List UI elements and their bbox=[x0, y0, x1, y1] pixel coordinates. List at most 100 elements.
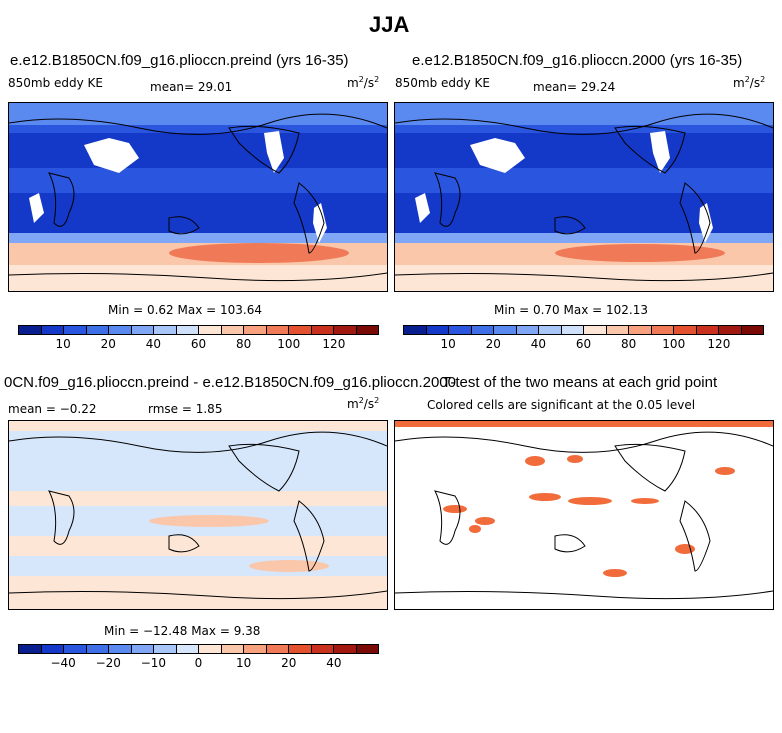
colorbar-segment bbox=[561, 326, 584, 334]
colorbar-segment bbox=[109, 645, 132, 653]
sig-cell bbox=[568, 497, 612, 505]
colorbar-tick-label: −40 bbox=[50, 656, 76, 670]
colorbar-tick-label: −10 bbox=[140, 656, 167, 670]
andes-blank bbox=[313, 203, 327, 243]
colorbar-tick-label: 100 bbox=[277, 337, 301, 351]
colorbar-tick-label: 120 bbox=[322, 337, 346, 351]
colorbar-tick-label: 80 bbox=[620, 337, 637, 351]
coastline-africa bbox=[434, 172, 461, 227]
ttest-background bbox=[395, 421, 773, 609]
africa-blank bbox=[415, 193, 430, 223]
colorbar-tick-label: 20 bbox=[100, 337, 116, 351]
colorbar-tick-label: 120 bbox=[707, 337, 731, 351]
colorbar-tick-label: 20 bbox=[485, 337, 501, 351]
andes-blank bbox=[699, 203, 713, 243]
colorbar-segment bbox=[629, 326, 652, 334]
coastline-south-america bbox=[679, 182, 711, 254]
sh-jet-maximum bbox=[555, 244, 725, 262]
tibet-blank bbox=[84, 138, 139, 173]
colorbar-segment bbox=[86, 326, 109, 334]
coastline-antarctica bbox=[395, 272, 773, 282]
map-panel-2000 bbox=[394, 102, 774, 292]
sh-negative-band bbox=[9, 556, 387, 576]
colorbar-tick-label: −20 bbox=[95, 656, 121, 670]
coastline-north-america bbox=[614, 443, 686, 492]
colorbar-segment bbox=[289, 645, 312, 653]
map-2000 bbox=[395, 103, 773, 291]
nh-stormtrack-band bbox=[9, 133, 387, 168]
coastline-antarctica bbox=[395, 590, 773, 600]
colorbar-ticks-2000: 10 20 40 60 80 100 120 bbox=[403, 337, 764, 353]
colorbar-segment bbox=[289, 326, 312, 334]
colorbar-tick-label: 40 bbox=[530, 337, 547, 351]
colorbar-segment bbox=[606, 326, 629, 334]
colorbar-tick-label: 40 bbox=[326, 656, 342, 670]
colorbar-segment bbox=[266, 326, 289, 334]
antarctic-band bbox=[395, 265, 773, 291]
colorbar-segment bbox=[266, 645, 289, 653]
ttest-subtitle: Colored cells are significant at the 0.0… bbox=[427, 398, 696, 412]
units-label-preind: m2/s2 bbox=[347, 75, 380, 90]
colorbar-segment bbox=[244, 645, 267, 653]
minmax-diff: Min = −12.48 Max = 9.38 bbox=[104, 624, 261, 638]
colorbar-tick-label: 10 bbox=[235, 656, 252, 670]
tropical-positive-patch bbox=[149, 515, 269, 527]
colorbar-segment bbox=[516, 326, 539, 334]
colorbar-segment bbox=[719, 326, 742, 334]
colorbar-segment bbox=[199, 645, 222, 653]
sig-cell bbox=[525, 456, 545, 466]
mean-label-diff: mean = −0.22 bbox=[8, 402, 97, 416]
colorbar-segment bbox=[221, 645, 244, 653]
africa-blank bbox=[29, 193, 44, 223]
colorbar-segment bbox=[674, 326, 697, 334]
coastline-south-america bbox=[293, 182, 325, 254]
coastline bbox=[395, 113, 773, 135]
arctic-band bbox=[9, 103, 387, 125]
rockies-blank bbox=[264, 131, 284, 173]
var-label-preind: 850mb eddy KE bbox=[8, 76, 104, 90]
panel-title-ttest: T-test of the two means at each grid poi… bbox=[442, 374, 718, 391]
units-label-2000: m2/s2 bbox=[733, 75, 766, 90]
coastline-australia bbox=[168, 534, 200, 553]
coastline-africa bbox=[48, 490, 75, 545]
mean-label-preind: mean= 29.01 bbox=[150, 80, 233, 94]
coastline-australia bbox=[554, 534, 586, 553]
antarctic-band bbox=[9, 265, 387, 291]
panel-title-2000: e.e12.B1850CN.f09_g16.plioccn.2000 (yrs … bbox=[412, 52, 743, 69]
sig-cell bbox=[567, 455, 583, 463]
colorbar-segment bbox=[651, 326, 674, 334]
colorbar-segment bbox=[356, 326, 378, 334]
nh-negative-band bbox=[9, 431, 387, 491]
sh-transition-band bbox=[9, 233, 387, 243]
colorbar-preind bbox=[18, 325, 379, 335]
colorbar-tick-label: 0 bbox=[194, 656, 203, 670]
coastline-north-america bbox=[228, 125, 300, 174]
colorbar-tick-label: 10 bbox=[55, 337, 71, 351]
units-label-diff: m2/s2 bbox=[347, 396, 380, 411]
colorbar-segment bbox=[176, 645, 199, 653]
sig-cell bbox=[631, 498, 659, 504]
panel-title-diff: 0CN.f09_g16.plioccn.preind - e.e12.B1850… bbox=[4, 374, 456, 391]
arctic-band bbox=[395, 103, 773, 125]
colorbar-tick-label: 40 bbox=[145, 337, 162, 351]
coastline-south-america bbox=[293, 500, 325, 572]
colorbar-segment bbox=[696, 326, 719, 334]
coastline-australia bbox=[168, 216, 200, 235]
map-ttest bbox=[395, 421, 773, 609]
colorbar-segment bbox=[311, 645, 334, 653]
colorbar-segment bbox=[64, 645, 87, 653]
sig-cell bbox=[675, 544, 695, 554]
colorbar-segment bbox=[131, 645, 154, 653]
colorbar-tick-label: 80 bbox=[235, 337, 252, 351]
colorbar-segment bbox=[41, 645, 64, 653]
colorbar-2000 bbox=[403, 325, 764, 335]
sh-jet-maximum bbox=[169, 243, 349, 263]
sh-positive-patch bbox=[249, 560, 329, 572]
colorbar-segment bbox=[41, 326, 64, 334]
colorbar-tick-label: 10 bbox=[440, 337, 456, 351]
colorbar-segment bbox=[221, 326, 244, 334]
sig-cell bbox=[529, 493, 561, 501]
sig-cell bbox=[443, 505, 467, 513]
coastline-north-america bbox=[614, 125, 686, 174]
colorbar-segment bbox=[131, 326, 154, 334]
